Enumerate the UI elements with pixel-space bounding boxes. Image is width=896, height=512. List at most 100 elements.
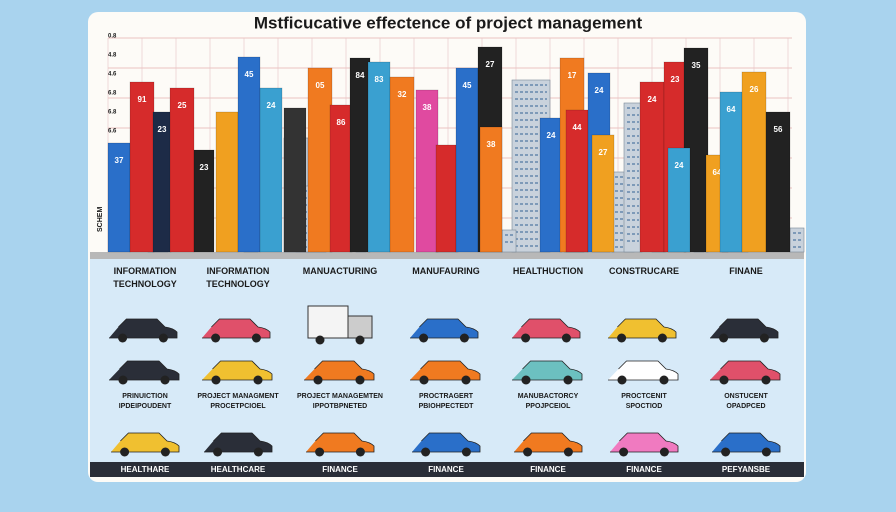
vehicle <box>514 432 583 457</box>
bar <box>259 87 283 253</box>
bar-label: 23 <box>158 125 167 134</box>
bar-label: 05 <box>316 81 325 90</box>
vehicle <box>512 360 583 385</box>
wheel <box>761 447 771 457</box>
caption-line: PROJECT MANAGMENT <box>197 393 279 400</box>
caption-line: PPOJPCEIOL <box>526 403 571 410</box>
vehicle <box>410 318 479 343</box>
bar <box>741 71 767 253</box>
wheel <box>521 375 531 385</box>
bar-label: 17 <box>568 71 577 80</box>
bar <box>349 57 371 253</box>
wheel <box>719 375 729 385</box>
vehicle <box>608 318 677 343</box>
wheel <box>160 375 170 385</box>
wheel <box>421 447 431 457</box>
wheel <box>759 333 769 343</box>
wheel <box>461 447 471 457</box>
wheel <box>563 447 573 457</box>
bar-label: 24 <box>675 161 684 170</box>
vehicle <box>202 318 271 343</box>
wheel <box>521 333 531 343</box>
truck <box>307 305 349 339</box>
vehicle <box>202 360 273 385</box>
bar <box>719 91 743 253</box>
bar <box>479 126 503 253</box>
bar <box>639 81 665 253</box>
footer-label: FINANCE <box>428 465 464 474</box>
footer-label: FINANCE <box>322 465 358 474</box>
truck-cab <box>347 315 373 339</box>
vehicle-body <box>608 360 679 381</box>
category-word: FINANE <box>729 266 763 276</box>
bar <box>389 76 415 253</box>
bar-label: 35 <box>692 61 701 70</box>
lower-panel <box>90 258 804 462</box>
vehicle-body <box>412 432 481 453</box>
vehicle <box>306 432 375 457</box>
category-word: MANUACTURING <box>303 266 378 276</box>
vehicle <box>109 360 180 385</box>
wheel <box>617 375 627 385</box>
category-label: FINANE <box>729 266 763 276</box>
wheel <box>719 333 729 343</box>
bar-label: 23 <box>671 75 680 84</box>
bar-label: 37 <box>115 156 124 165</box>
category-word: HEALTHUCTION <box>513 266 583 276</box>
caption-line: OPADPCED <box>726 403 765 410</box>
footer-label: HEALTHCARE <box>211 465 266 474</box>
bar <box>591 134 615 253</box>
wheel <box>315 335 325 345</box>
vehicle-body <box>710 318 779 339</box>
vehicle-caption: PROJECT MANAGEMTEN IPPOTBPNETED <box>297 393 383 410</box>
footer-label: PEFYANSBE <box>722 465 771 474</box>
category-word: MANUFAURING <box>412 266 480 276</box>
category-word: INFORMATION <box>207 266 270 276</box>
bar-label: 64 <box>713 168 722 177</box>
wheel <box>158 333 168 343</box>
bar-label: 38 <box>487 140 496 149</box>
bar-label: 38 <box>423 103 432 112</box>
vehicle-body <box>306 432 375 453</box>
wheel <box>419 333 429 343</box>
wheel <box>315 447 325 457</box>
wheel <box>561 333 571 343</box>
wheel <box>355 447 365 457</box>
building-body <box>789 227 805 253</box>
bar-label: 24 <box>547 131 556 140</box>
bar-label: 91 <box>138 95 147 104</box>
vehicle <box>412 432 481 457</box>
category-label: INFORMATION TECHNOLOGY <box>113 266 177 289</box>
bar-label: 86 <box>337 118 346 127</box>
vehicle-body <box>109 360 180 381</box>
wheel <box>253 375 263 385</box>
wheel <box>657 333 667 343</box>
caption-line: PROCTRAGERT <box>419 393 474 400</box>
footer-label: HEALTHARE <box>121 465 170 474</box>
bar <box>237 56 261 253</box>
bar-label: 56 <box>774 125 783 134</box>
y-label: 0.8 <box>108 34 117 40</box>
vehicle <box>304 360 375 385</box>
bar <box>435 144 457 253</box>
caption-line: PROCTCENIT <box>621 393 667 400</box>
bar <box>169 87 195 253</box>
y-label: 6.6 <box>108 129 117 135</box>
bar <box>367 61 391 253</box>
bar <box>307 67 333 253</box>
caption-line: SPOCTIOD <box>626 403 663 410</box>
bar-label: 44 <box>573 123 582 132</box>
building <box>501 229 517 253</box>
caption-line: PROCETPCIOEL <box>210 403 266 410</box>
building <box>789 227 805 253</box>
wheel <box>761 375 771 385</box>
category-label: MANUACTURING <box>303 266 378 276</box>
caption-line: PBIOHPECTEDT <box>419 403 475 410</box>
bar-label: 24 <box>267 101 276 110</box>
wheel <box>118 333 128 343</box>
category-label: CONSTRUCARE <box>609 266 679 276</box>
vehicle-caption: MANUBACTORCY PPOJPCEIOL <box>518 393 579 410</box>
wheel <box>251 333 261 343</box>
